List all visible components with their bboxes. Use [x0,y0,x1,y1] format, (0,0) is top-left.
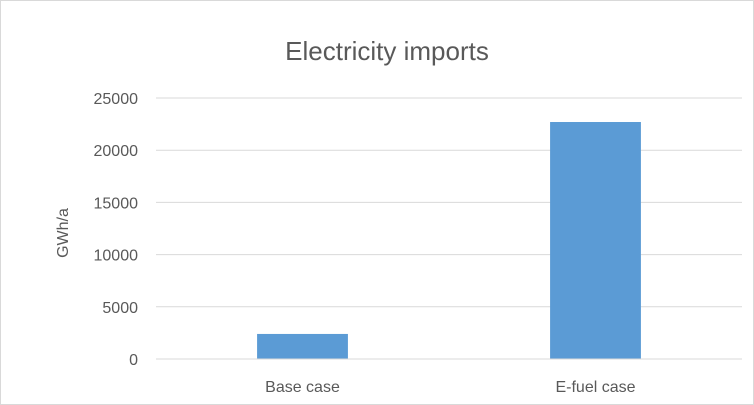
y-tick-label: 5000 [102,300,138,317]
x-axis-categories: Base case E-fuel case [265,379,635,396]
bars [257,122,641,360]
bar-1 [550,122,641,360]
y-tick-label: 20000 [94,143,139,160]
gridlines [156,97,742,308]
y-axis-title: GWh/a [55,208,72,258]
y-tick-label: 10000 [94,248,139,265]
y-tick-label: 25000 [94,91,139,108]
y-tick-label: 0 [129,352,138,369]
x-category-label: E-fuel case [555,379,635,396]
y-tick-label: 15000 [94,195,139,212]
bar-0 [257,333,348,359]
chart-title: Electricity imports [285,36,489,66]
y-axis-ticks: 0 5000 10000 15000 20000 25000 [94,91,139,369]
x-category-label: Base case [265,379,340,396]
